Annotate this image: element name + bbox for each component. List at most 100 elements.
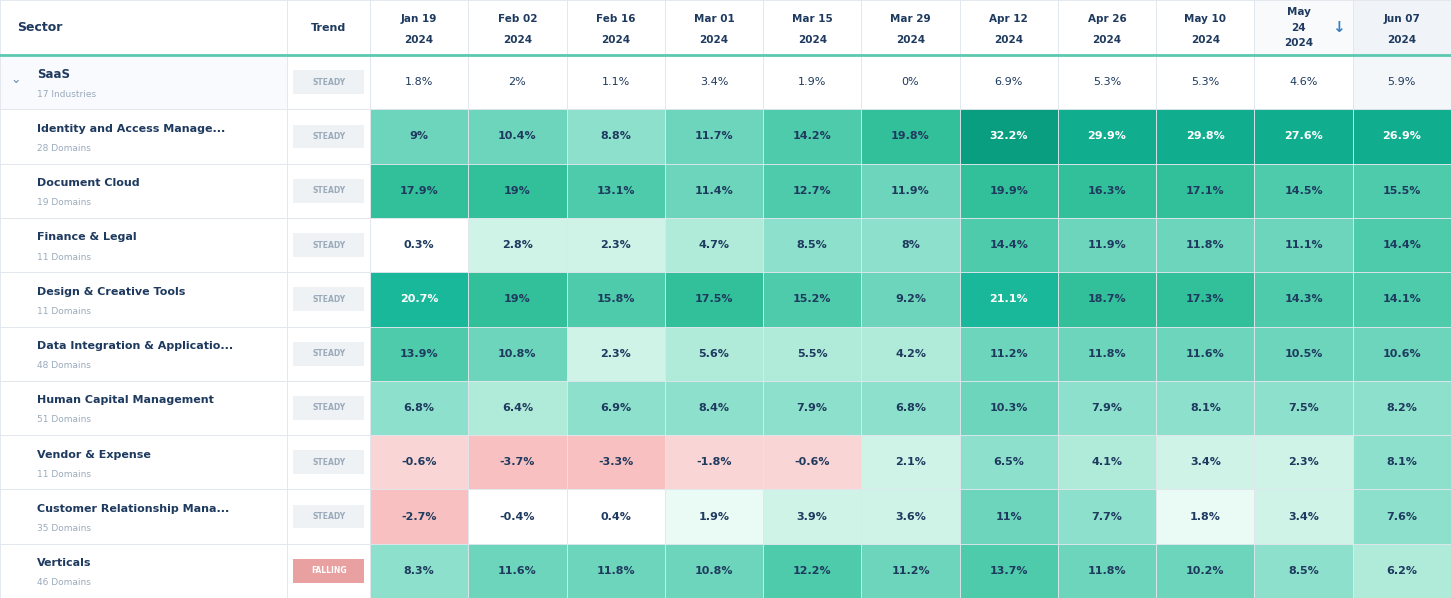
FancyBboxPatch shape [287, 272, 370, 327]
FancyBboxPatch shape [763, 218, 862, 272]
Text: 10.4%: 10.4% [498, 132, 537, 142]
Text: Trend: Trend [311, 23, 347, 32]
Text: 11.6%: 11.6% [498, 566, 537, 576]
Text: 7.6%: 7.6% [1386, 511, 1418, 521]
Text: Finance & Legal: Finance & Legal [38, 233, 136, 242]
Text: Feb 02: Feb 02 [498, 14, 537, 25]
Text: 2024: 2024 [503, 35, 533, 45]
Text: 17.5%: 17.5% [695, 294, 733, 304]
FancyBboxPatch shape [862, 489, 959, 544]
FancyBboxPatch shape [862, 55, 959, 109]
Text: 6.8%: 6.8% [403, 403, 435, 413]
FancyBboxPatch shape [1352, 0, 1451, 55]
FancyBboxPatch shape [1058, 544, 1156, 598]
FancyBboxPatch shape [1255, 55, 1352, 109]
FancyBboxPatch shape [763, 327, 862, 381]
Text: 13.7%: 13.7% [990, 566, 1027, 576]
Text: 4.7%: 4.7% [698, 240, 730, 250]
FancyBboxPatch shape [0, 489, 287, 544]
FancyBboxPatch shape [1156, 435, 1255, 489]
Text: 2024: 2024 [1387, 35, 1416, 45]
Text: 0%: 0% [901, 77, 920, 87]
FancyBboxPatch shape [665, 218, 763, 272]
FancyBboxPatch shape [370, 218, 469, 272]
Text: 2024: 2024 [405, 35, 434, 45]
FancyBboxPatch shape [1352, 489, 1451, 544]
Text: 0.4%: 0.4% [601, 511, 631, 521]
FancyBboxPatch shape [1156, 381, 1255, 435]
Text: 2024: 2024 [1093, 35, 1122, 45]
Text: -0.6%: -0.6% [402, 457, 437, 467]
Text: 19.9%: 19.9% [990, 186, 1029, 196]
Text: 5.9%: 5.9% [1387, 77, 1416, 87]
FancyBboxPatch shape [370, 0, 469, 55]
Text: STEADY: STEADY [312, 349, 345, 358]
FancyBboxPatch shape [1156, 272, 1255, 327]
FancyBboxPatch shape [763, 489, 862, 544]
Text: ⌄: ⌄ [10, 73, 22, 86]
FancyBboxPatch shape [1156, 544, 1255, 598]
FancyBboxPatch shape [1352, 544, 1451, 598]
FancyBboxPatch shape [293, 124, 364, 148]
Text: 35 Domains: 35 Domains [38, 524, 91, 533]
Text: 26.9%: 26.9% [1383, 132, 1422, 142]
FancyBboxPatch shape [469, 544, 566, 598]
Text: 5.6%: 5.6% [698, 349, 730, 359]
FancyBboxPatch shape [469, 272, 566, 327]
FancyBboxPatch shape [1058, 272, 1156, 327]
FancyBboxPatch shape [959, 435, 1058, 489]
FancyBboxPatch shape [0, 164, 287, 218]
Text: 6.5%: 6.5% [994, 457, 1024, 467]
Text: 48 Domains: 48 Domains [38, 361, 91, 370]
FancyBboxPatch shape [665, 55, 763, 109]
Text: Feb 16: Feb 16 [596, 14, 636, 25]
Text: May: May [1287, 7, 1310, 17]
FancyBboxPatch shape [287, 381, 370, 435]
FancyBboxPatch shape [0, 272, 287, 327]
FancyBboxPatch shape [293, 233, 364, 257]
FancyBboxPatch shape [665, 0, 763, 55]
Text: 6.2%: 6.2% [1386, 566, 1418, 576]
Text: 2.3%: 2.3% [601, 240, 631, 250]
FancyBboxPatch shape [287, 218, 370, 272]
Text: 46 Domains: 46 Domains [38, 578, 91, 587]
FancyBboxPatch shape [566, 435, 665, 489]
Text: 1.1%: 1.1% [602, 77, 630, 87]
FancyBboxPatch shape [862, 435, 959, 489]
Text: 2024: 2024 [895, 35, 926, 45]
Text: Sector: Sector [17, 21, 62, 34]
FancyBboxPatch shape [959, 327, 1058, 381]
Text: 8.5%: 8.5% [797, 240, 827, 250]
FancyBboxPatch shape [287, 327, 370, 381]
Text: 1.9%: 1.9% [798, 77, 827, 87]
Text: 2024: 2024 [1191, 35, 1220, 45]
Text: 17.9%: 17.9% [400, 186, 438, 196]
FancyBboxPatch shape [763, 109, 862, 164]
Text: Design & Creative Tools: Design & Creative Tools [38, 287, 186, 297]
FancyBboxPatch shape [0, 381, 287, 435]
FancyBboxPatch shape [763, 272, 862, 327]
FancyBboxPatch shape [763, 435, 862, 489]
FancyBboxPatch shape [293, 70, 364, 94]
FancyBboxPatch shape [287, 0, 370, 55]
FancyBboxPatch shape [959, 109, 1058, 164]
Text: STEADY: STEADY [312, 295, 345, 304]
Text: 11 Domains: 11 Domains [38, 469, 91, 479]
FancyBboxPatch shape [862, 0, 959, 55]
Text: Customer Relationship Mana...: Customer Relationship Mana... [38, 504, 229, 514]
FancyBboxPatch shape [763, 164, 862, 218]
Text: 20.7%: 20.7% [400, 294, 438, 304]
Text: Vendor & Expense: Vendor & Expense [38, 450, 151, 460]
FancyBboxPatch shape [959, 381, 1058, 435]
Text: 2024: 2024 [601, 35, 630, 45]
Text: 4.2%: 4.2% [895, 349, 926, 359]
Text: 17.3%: 17.3% [1185, 294, 1225, 304]
Text: -0.4%: -0.4% [499, 511, 535, 521]
FancyBboxPatch shape [862, 272, 959, 327]
Text: 8.1%: 8.1% [1386, 457, 1418, 467]
Text: 2024: 2024 [798, 35, 827, 45]
Text: 29.8%: 29.8% [1185, 132, 1225, 142]
Text: 15.5%: 15.5% [1383, 186, 1421, 196]
Text: 14.4%: 14.4% [990, 240, 1029, 250]
Text: 27.6%: 27.6% [1284, 132, 1323, 142]
